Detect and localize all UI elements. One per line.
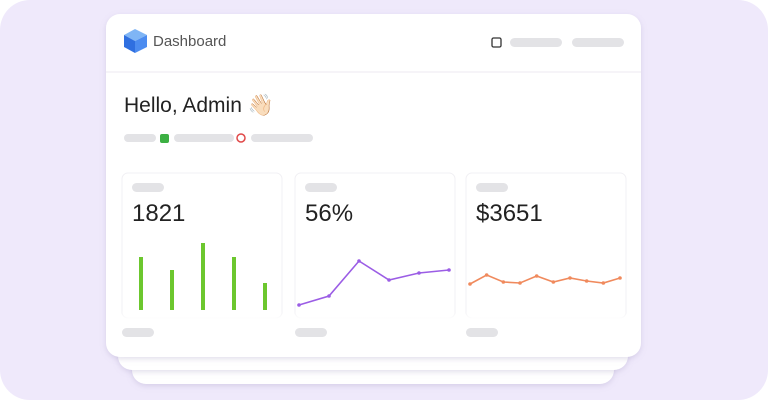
placeholder[interactable] bbox=[572, 38, 624, 47]
placeholder bbox=[132, 183, 164, 192]
logo bbox=[124, 29, 147, 53]
fade bbox=[466, 280, 626, 320]
stat-value: 1821 bbox=[132, 200, 185, 227]
point bbox=[417, 271, 421, 275]
stat-card: 1821 bbox=[121, 172, 283, 337]
fade bbox=[295, 280, 455, 320]
placeholder bbox=[295, 328, 327, 337]
check-icon bbox=[160, 134, 169, 143]
calendar-icon bbox=[491, 37, 502, 48]
greeting: Hello, Admin 👋🏻 bbox=[124, 93, 274, 118]
clock-icon bbox=[236, 133, 246, 143]
point bbox=[484, 273, 489, 277]
app-title: Dashboard bbox=[153, 33, 226, 50]
placeholder bbox=[174, 134, 234, 142]
stat-value: 56% bbox=[305, 200, 353, 227]
point bbox=[534, 274, 539, 278]
placeholder bbox=[124, 134, 156, 142]
point bbox=[357, 259, 361, 263]
point bbox=[618, 276, 622, 280]
cards: 1821 56% $3651 bbox=[121, 172, 627, 337]
placeholder[interactable] bbox=[510, 38, 562, 47]
placeholder bbox=[466, 328, 498, 337]
fade bbox=[122, 280, 282, 320]
placeholder bbox=[305, 183, 337, 192]
placeholder bbox=[122, 328, 154, 337]
stat-value: $3651 bbox=[476, 200, 543, 227]
point bbox=[447, 268, 451, 272]
point bbox=[568, 276, 572, 280]
bar bbox=[201, 243, 205, 310]
placeholder bbox=[476, 183, 508, 192]
placeholder bbox=[251, 134, 313, 142]
stat-card: 56% bbox=[294, 172, 456, 337]
stat-card: $3651 bbox=[465, 172, 627, 337]
